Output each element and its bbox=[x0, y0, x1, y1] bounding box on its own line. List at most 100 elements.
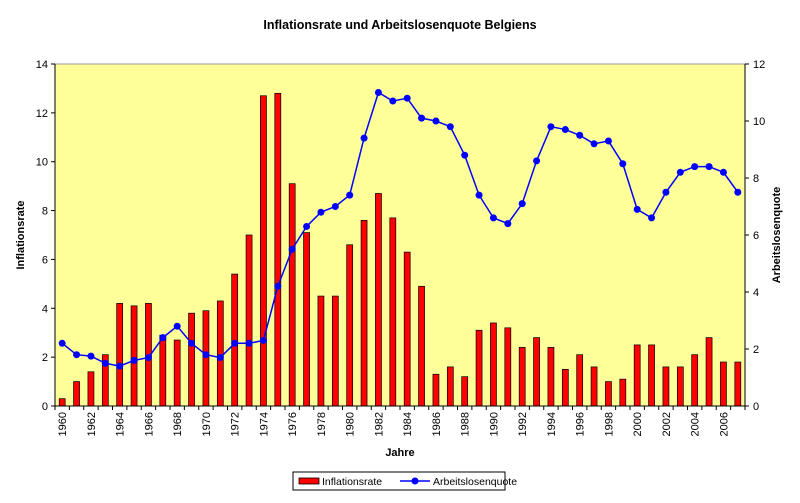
x-tick-label: 1992 bbox=[517, 412, 529, 436]
point-1974 bbox=[259, 336, 267, 344]
y-tick-label: 2 bbox=[42, 352, 48, 364]
x-tick-label: 1976 bbox=[287, 412, 299, 436]
bar-1990 bbox=[490, 322, 497, 407]
y2-tick-label: 2 bbox=[753, 344, 759, 356]
y-tick-label: 6 bbox=[42, 254, 48, 266]
bar-1980 bbox=[346, 244, 354, 407]
y-axis-label: Inflationsrate bbox=[15, 200, 27, 269]
x-tick-label: 1962 bbox=[86, 412, 98, 436]
bar-1986 bbox=[432, 373, 440, 407]
x-tick-label: 1994 bbox=[546, 412, 558, 436]
point-1982 bbox=[374, 89, 382, 96]
bar-2002 bbox=[662, 366, 670, 407]
bar-2006 bbox=[720, 361, 727, 407]
point-1989 bbox=[475, 191, 483, 199]
y2-tick-label: 0 bbox=[753, 401, 759, 413]
point-1971 bbox=[216, 354, 224, 362]
y2-tick-label: 4 bbox=[753, 287, 759, 299]
point-1994 bbox=[547, 123, 555, 131]
bar-1960 bbox=[58, 398, 66, 407]
bar-1987 bbox=[446, 366, 454, 407]
bar-1997 bbox=[590, 366, 598, 407]
y-tick-label: 8 bbox=[42, 206, 48, 218]
point-2000 bbox=[633, 205, 641, 213]
y-tick-label: 0 bbox=[42, 401, 48, 413]
bar-1979 bbox=[331, 295, 339, 407]
x-tick-label: 1990 bbox=[488, 412, 500, 436]
point-1968 bbox=[173, 322, 181, 330]
point-2002 bbox=[662, 188, 670, 196]
y2-tick-label: 10 bbox=[753, 116, 765, 128]
bar-1961 bbox=[73, 381, 80, 407]
bar-1970 bbox=[202, 310, 210, 407]
bar-1985 bbox=[418, 285, 425, 407]
point-1960 bbox=[58, 339, 66, 347]
point-1986 bbox=[432, 117, 440, 125]
point-1998 bbox=[604, 137, 612, 145]
point-1962 bbox=[87, 352, 95, 360]
bar-1964 bbox=[116, 303, 124, 407]
point-1964 bbox=[116, 362, 124, 370]
x-tick-label: 1968 bbox=[172, 412, 184, 436]
bar-1991 bbox=[504, 327, 512, 407]
legend-swatch-inflationsrate bbox=[298, 477, 320, 485]
point-1979 bbox=[331, 203, 339, 210]
bar-1998 bbox=[605, 381, 612, 407]
x-tick-label: 1998 bbox=[603, 412, 615, 436]
legend-label-arbeitslosenquote: Arbeitslosenquote bbox=[433, 476, 517, 488]
bar-1973 bbox=[245, 234, 253, 407]
bar-2005 bbox=[705, 337, 713, 407]
bar-1992 bbox=[518, 347, 526, 407]
x-tick-label: 1980 bbox=[345, 412, 357, 436]
y-tick-label: 12 bbox=[36, 108, 48, 120]
chart-title: Inflationsrate und Arbeitslosenquote Bel… bbox=[263, 18, 536, 32]
point-1965 bbox=[130, 356, 138, 364]
point-1997 bbox=[590, 140, 598, 148]
bar-1968 bbox=[173, 339, 181, 407]
point-1984 bbox=[403, 94, 411, 102]
x-tick-label: 1988 bbox=[460, 412, 472, 436]
bar-1993 bbox=[533, 337, 540, 407]
point-1992 bbox=[518, 200, 526, 208]
y2-tick-label: 8 bbox=[753, 173, 759, 185]
point-1977 bbox=[303, 222, 311, 230]
point-1990 bbox=[489, 214, 497, 222]
y-tick-label: 4 bbox=[42, 303, 48, 315]
point-1978 bbox=[317, 208, 325, 216]
legend: Inflationsrate Arbeitslosenquote bbox=[292, 471, 517, 491]
point-1988 bbox=[461, 151, 469, 159]
x-tick-label: 1996 bbox=[575, 412, 587, 436]
bar-1999 bbox=[619, 378, 627, 407]
bar-1989 bbox=[475, 329, 483, 407]
bar-1974 bbox=[260, 95, 267, 407]
point-2004 bbox=[691, 163, 699, 171]
x-tick-label: 2004 bbox=[690, 412, 702, 436]
point-2007 bbox=[734, 188, 742, 196]
x-tick-label: 1964 bbox=[115, 412, 127, 436]
bar-2001 bbox=[648, 344, 655, 407]
bar-1981 bbox=[360, 219, 368, 407]
x-tick-label: 1966 bbox=[143, 412, 155, 436]
point-1991 bbox=[504, 220, 512, 228]
point-1961 bbox=[73, 351, 81, 359]
point-1996 bbox=[576, 131, 584, 139]
x-axis-label: Jahre bbox=[385, 447, 414, 459]
point-2003 bbox=[676, 168, 684, 176]
bar-1988 bbox=[461, 376, 469, 407]
x-tick-label: 1986 bbox=[431, 412, 443, 436]
point-1963 bbox=[101, 359, 109, 367]
point-1966 bbox=[144, 354, 152, 362]
x-tick-label: 2000 bbox=[632, 412, 644, 436]
bar-1978 bbox=[317, 295, 325, 407]
bar-1969 bbox=[188, 312, 195, 407]
bar-1982 bbox=[375, 193, 382, 407]
point-1976 bbox=[288, 245, 296, 253]
x-tick-label: 1972 bbox=[230, 412, 242, 436]
legend-label-inflationsrate: Inflationsrate bbox=[322, 476, 382, 488]
bar-2000 bbox=[633, 344, 641, 407]
x-tick-label: 1970 bbox=[201, 412, 213, 436]
bar-1994 bbox=[547, 347, 555, 407]
y2-tick-label: 6 bbox=[753, 230, 759, 242]
bar-2004 bbox=[691, 354, 699, 407]
bar-2007 bbox=[734, 361, 742, 407]
